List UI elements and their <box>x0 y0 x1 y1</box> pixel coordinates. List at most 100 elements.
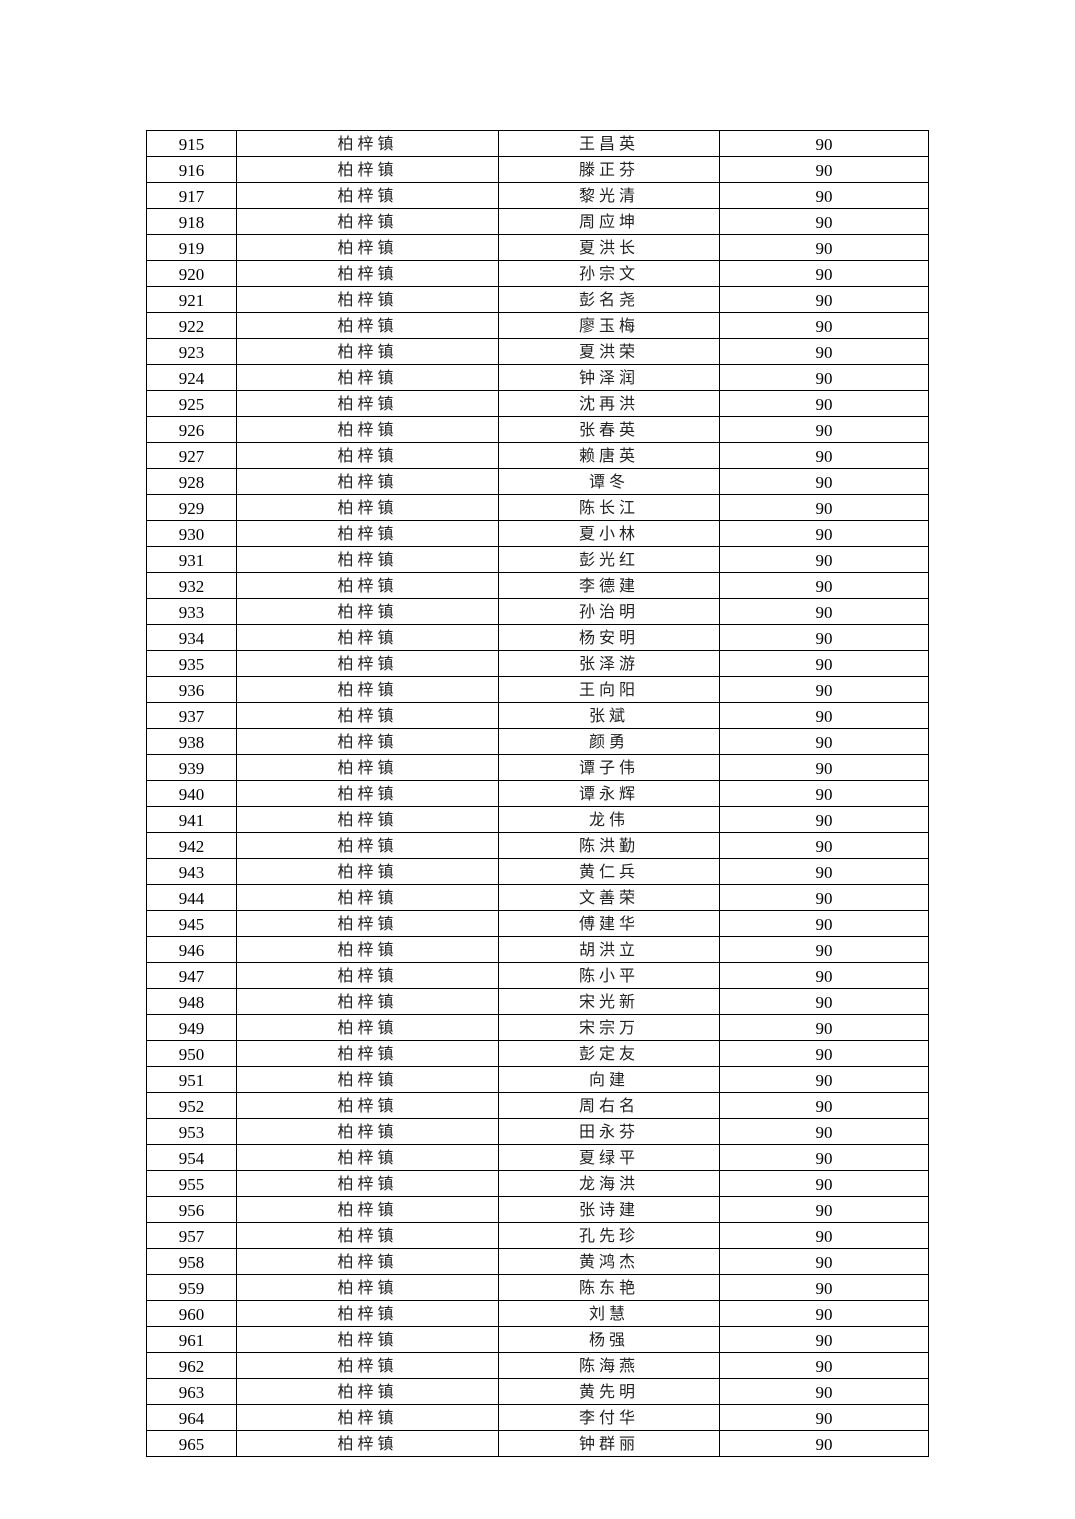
town-cell: 柏梓镇 <box>236 598 499 625</box>
score-cell: 90 <box>719 1404 929 1431</box>
score-cell: 90 <box>719 1326 929 1353</box>
row-number-cell: 919 <box>146 234 237 261</box>
table-row: 930 柏梓镇 夏小林 90 <box>146 520 929 547</box>
name-cell: 赖唐英 <box>498 442 720 469</box>
table-row: 961 柏梓镇 杨强 90 <box>146 1326 929 1353</box>
score-cell: 90 <box>719 312 929 339</box>
score-cell: 90 <box>719 520 929 547</box>
name-cell: 沈再洪 <box>498 390 720 417</box>
name-cell: 夏小林 <box>498 520 720 547</box>
name-cell: 向建 <box>498 1066 720 1093</box>
score-cell: 90 <box>719 780 929 807</box>
table-row: 922 柏梓镇 廖玉梅 90 <box>146 312 929 339</box>
town-cell: 柏梓镇 <box>236 1040 499 1067</box>
town-cell: 柏梓镇 <box>236 1066 499 1093</box>
town-cell: 柏梓镇 <box>236 936 499 963</box>
row-number-cell: 935 <box>146 650 237 677</box>
town-cell: 柏梓镇 <box>236 572 499 599</box>
name-cell: 黄仁兵 <box>498 858 720 885</box>
row-number-cell: 965 <box>146 1430 237 1457</box>
row-number-cell: 920 <box>146 260 237 287</box>
row-number-cell: 959 <box>146 1274 237 1301</box>
town-cell: 柏梓镇 <box>236 1196 499 1223</box>
row-number-cell: 938 <box>146 728 237 755</box>
row-number-cell: 949 <box>146 1014 237 1041</box>
score-cell: 90 <box>719 468 929 495</box>
row-number-cell: 958 <box>146 1248 237 1275</box>
name-cell: 杨安明 <box>498 624 720 651</box>
town-cell: 柏梓镇 <box>236 624 499 651</box>
row-number-cell: 947 <box>146 962 237 989</box>
town-cell: 柏梓镇 <box>236 260 499 287</box>
town-cell: 柏梓镇 <box>236 780 499 807</box>
score-cell: 90 <box>719 1352 929 1379</box>
table-row: 927 柏梓镇 赖唐英 90 <box>146 442 929 469</box>
table-row: 923 柏梓镇 夏洪荣 90 <box>146 338 929 365</box>
row-number-cell: 964 <box>146 1404 237 1431</box>
score-cell: 90 <box>719 286 929 313</box>
name-cell: 钟泽润 <box>498 364 720 391</box>
row-number-cell: 946 <box>146 936 237 963</box>
row-number-cell: 918 <box>146 208 237 235</box>
row-number-cell: 956 <box>146 1196 237 1223</box>
table-row: 929 柏梓镇 陈长江 90 <box>146 494 929 521</box>
score-cell: 90 <box>719 962 929 989</box>
name-cell: 孔先珍 <box>498 1222 720 1249</box>
row-number-cell: 951 <box>146 1066 237 1093</box>
table-row: 939 柏梓镇 谭子伟 90 <box>146 754 929 781</box>
town-cell: 柏梓镇 <box>236 910 499 937</box>
row-number-cell: 948 <box>146 988 237 1015</box>
table-row: 938 柏梓镇 颜勇 90 <box>146 728 929 755</box>
row-number-cell: 963 <box>146 1378 237 1405</box>
score-cell: 90 <box>719 416 929 443</box>
table-row: 963 柏梓镇 黄先明 90 <box>146 1378 929 1405</box>
row-number-cell: 952 <box>146 1092 237 1119</box>
score-cell: 90 <box>719 702 929 729</box>
name-cell: 胡洪立 <box>498 936 720 963</box>
town-cell: 柏梓镇 <box>236 1274 499 1301</box>
table-row: 944 柏梓镇 文善荣 90 <box>146 884 929 911</box>
score-cell: 90 <box>719 676 929 703</box>
name-cell: 谭永辉 <box>498 780 720 807</box>
town-cell: 柏梓镇 <box>236 1352 499 1379</box>
town-cell: 柏梓镇 <box>236 494 499 521</box>
name-cell: 傅建华 <box>498 910 720 937</box>
town-cell: 柏梓镇 <box>236 234 499 261</box>
town-cell: 柏梓镇 <box>236 1430 499 1457</box>
row-number-cell: 930 <box>146 520 237 547</box>
table-row: 964 柏梓镇 李付华 90 <box>146 1404 929 1431</box>
score-cell: 90 <box>719 1066 929 1093</box>
town-cell: 柏梓镇 <box>236 546 499 573</box>
row-number-cell: 917 <box>146 182 237 209</box>
town-cell: 柏梓镇 <box>236 884 499 911</box>
town-cell: 柏梓镇 <box>236 364 499 391</box>
row-number-cell: 955 <box>146 1170 237 1197</box>
row-number-cell: 937 <box>146 702 237 729</box>
town-cell: 柏梓镇 <box>236 1404 499 1431</box>
score-cell: 90 <box>719 624 929 651</box>
row-number-cell: 945 <box>146 910 237 937</box>
score-cell: 90 <box>719 546 929 573</box>
row-number-cell: 931 <box>146 546 237 573</box>
name-cell: 李德建 <box>498 572 720 599</box>
town-cell: 柏梓镇 <box>236 1014 499 1041</box>
name-cell: 宋光新 <box>498 988 720 1015</box>
row-number-cell: 940 <box>146 780 237 807</box>
name-cell: 王昌英 <box>498 130 720 157</box>
name-cell: 彭名尧 <box>498 286 720 313</box>
name-cell: 周右名 <box>498 1092 720 1119</box>
name-cell: 夏洪长 <box>498 234 720 261</box>
score-cell: 90 <box>719 208 929 235</box>
town-cell: 柏梓镇 <box>236 208 499 235</box>
name-cell: 黎光清 <box>498 182 720 209</box>
name-cell: 钟群丽 <box>498 1430 720 1457</box>
name-cell: 王向阳 <box>498 676 720 703</box>
table-row: 918 柏梓镇 周应坤 90 <box>146 208 929 235</box>
name-cell: 孙治明 <box>498 598 720 625</box>
score-cell: 90 <box>719 1092 929 1119</box>
score-cell: 90 <box>719 572 929 599</box>
town-cell: 柏梓镇 <box>236 156 499 183</box>
row-number-cell: 926 <box>146 416 237 443</box>
town-cell: 柏梓镇 <box>236 988 499 1015</box>
row-number-cell: 962 <box>146 1352 237 1379</box>
